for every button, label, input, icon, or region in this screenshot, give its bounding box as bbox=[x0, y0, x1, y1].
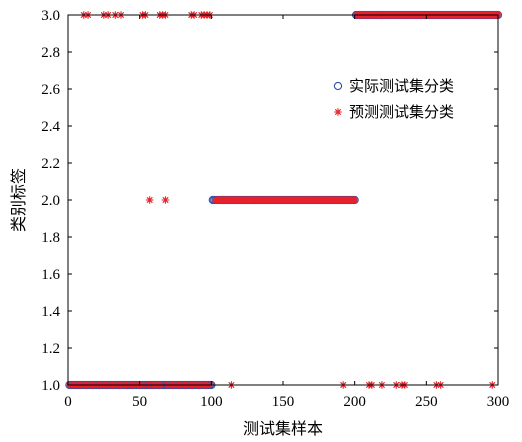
x-tick-label: 300 bbox=[487, 394, 510, 410]
predicted-series-markers bbox=[65, 11, 502, 389]
x-tick-label: 100 bbox=[200, 394, 223, 410]
y-tick-label: 1.8 bbox=[41, 230, 60, 246]
legend-label-actual: 实际测试集分类 bbox=[349, 77, 454, 95]
x-tick-label: 250 bbox=[415, 394, 438, 410]
y-tick-label: 1.6 bbox=[41, 267, 60, 283]
x-tick-label: 0 bbox=[64, 394, 72, 410]
x-tick-label: 150 bbox=[272, 394, 295, 410]
y-tick-label: 1.0 bbox=[41, 378, 60, 394]
legend-star-glyph bbox=[334, 108, 342, 116]
y-axis-title: 类别标签 bbox=[9, 168, 28, 232]
y-tick-label: 2.0 bbox=[41, 193, 60, 209]
y-tick-label: 2.8 bbox=[41, 45, 60, 61]
y-tick-label: 2.6 bbox=[41, 82, 60, 98]
y-tick-label: 2.2 bbox=[41, 156, 60, 172]
legend: 实际测试集分类 预测测试集分类 bbox=[333, 77, 454, 121]
x-axis-title: 测试集样本 bbox=[243, 419, 323, 438]
predicted-point bbox=[161, 196, 170, 204]
predicted-point bbox=[145, 196, 154, 204]
y-tick-label: 3.0 bbox=[41, 8, 60, 24]
y-tick-label: 1.4 bbox=[41, 304, 60, 320]
legend-marker-actual bbox=[333, 81, 343, 91]
legend-label-predicted: 预测测试集分类 bbox=[349, 103, 454, 121]
axis-ticks: 0 50 100 150 200 250 300 1.0 1.2 1.4 1.6 1.8 2.0 2.2 2… bbox=[41, 8, 509, 410]
legend-marker-predicted bbox=[334, 108, 342, 116]
x-tick-label: 50 bbox=[132, 394, 147, 410]
x-tick-label: 200 bbox=[343, 394, 366, 410]
y-tick-label: 1.2 bbox=[41, 341, 60, 357]
y-tick-label: 2.4 bbox=[41, 119, 60, 135]
predicted-point bbox=[350, 196, 359, 204]
